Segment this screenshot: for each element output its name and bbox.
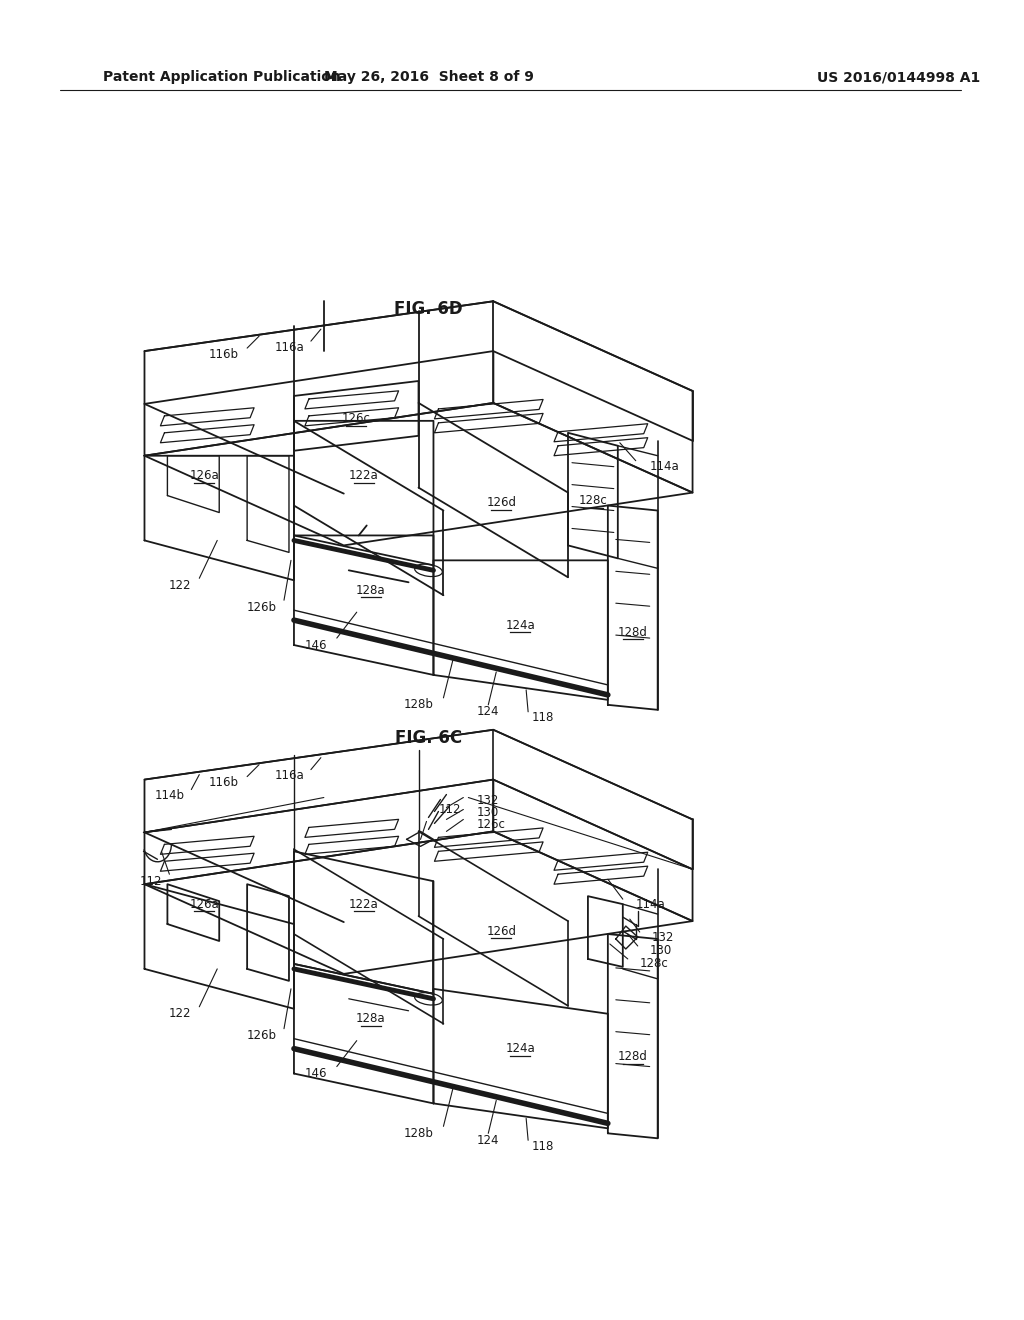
Text: 118: 118 [532,1139,554,1152]
Text: 128a: 128a [356,1012,385,1026]
Text: 126b: 126b [247,601,278,614]
Text: 126a: 126a [189,898,219,911]
Text: FIG. 6C: FIG. 6C [395,729,462,747]
Text: 126d: 126d [486,496,516,510]
Text: 114b: 114b [155,789,184,803]
Text: 122: 122 [169,578,191,591]
Text: 132: 132 [651,931,674,944]
Text: 146: 146 [304,1067,327,1080]
Text: Patent Application Publication: Patent Application Publication [102,70,340,84]
Text: 128b: 128b [403,1127,433,1140]
Text: 124a: 124a [505,619,535,632]
Text: 114a: 114a [649,461,680,473]
Text: 128d: 128d [617,1051,648,1063]
Text: 126c: 126c [476,818,505,830]
Text: 126d: 126d [486,924,516,937]
Text: 128a: 128a [356,583,385,597]
Ellipse shape [415,564,442,577]
Text: 128d: 128d [617,626,648,639]
Text: 122a: 122a [349,469,379,482]
Text: 126c: 126c [341,412,371,425]
Text: 128c: 128c [579,494,607,507]
Text: 118: 118 [532,711,554,725]
Text: 116a: 116a [274,770,304,781]
Text: 130: 130 [476,807,499,818]
Text: 114a: 114a [636,898,666,911]
Text: 130: 130 [649,945,672,957]
Text: 128b: 128b [403,698,433,711]
Text: FIG. 6D: FIG. 6D [394,300,463,318]
Text: 128c: 128c [640,957,669,970]
Text: 124: 124 [477,1134,500,1147]
Text: 112: 112 [140,875,163,888]
Text: 124: 124 [477,705,500,718]
Text: 116b: 116b [209,347,240,360]
Text: May 26, 2016  Sheet 8 of 9: May 26, 2016 Sheet 8 of 9 [324,70,534,84]
Text: 116b: 116b [209,776,240,789]
Text: 116a: 116a [274,341,304,354]
Text: 122a: 122a [349,898,379,911]
Ellipse shape [415,993,442,1005]
Text: 126b: 126b [247,1030,278,1043]
Text: 112: 112 [438,803,461,816]
Text: 132: 132 [476,795,499,807]
Text: 126a: 126a [189,469,219,482]
Text: 146: 146 [304,639,327,652]
Text: US 2016/0144998 A1: US 2016/0144998 A1 [817,70,980,84]
Text: 124a: 124a [505,1041,535,1055]
Text: 122: 122 [169,1007,191,1020]
